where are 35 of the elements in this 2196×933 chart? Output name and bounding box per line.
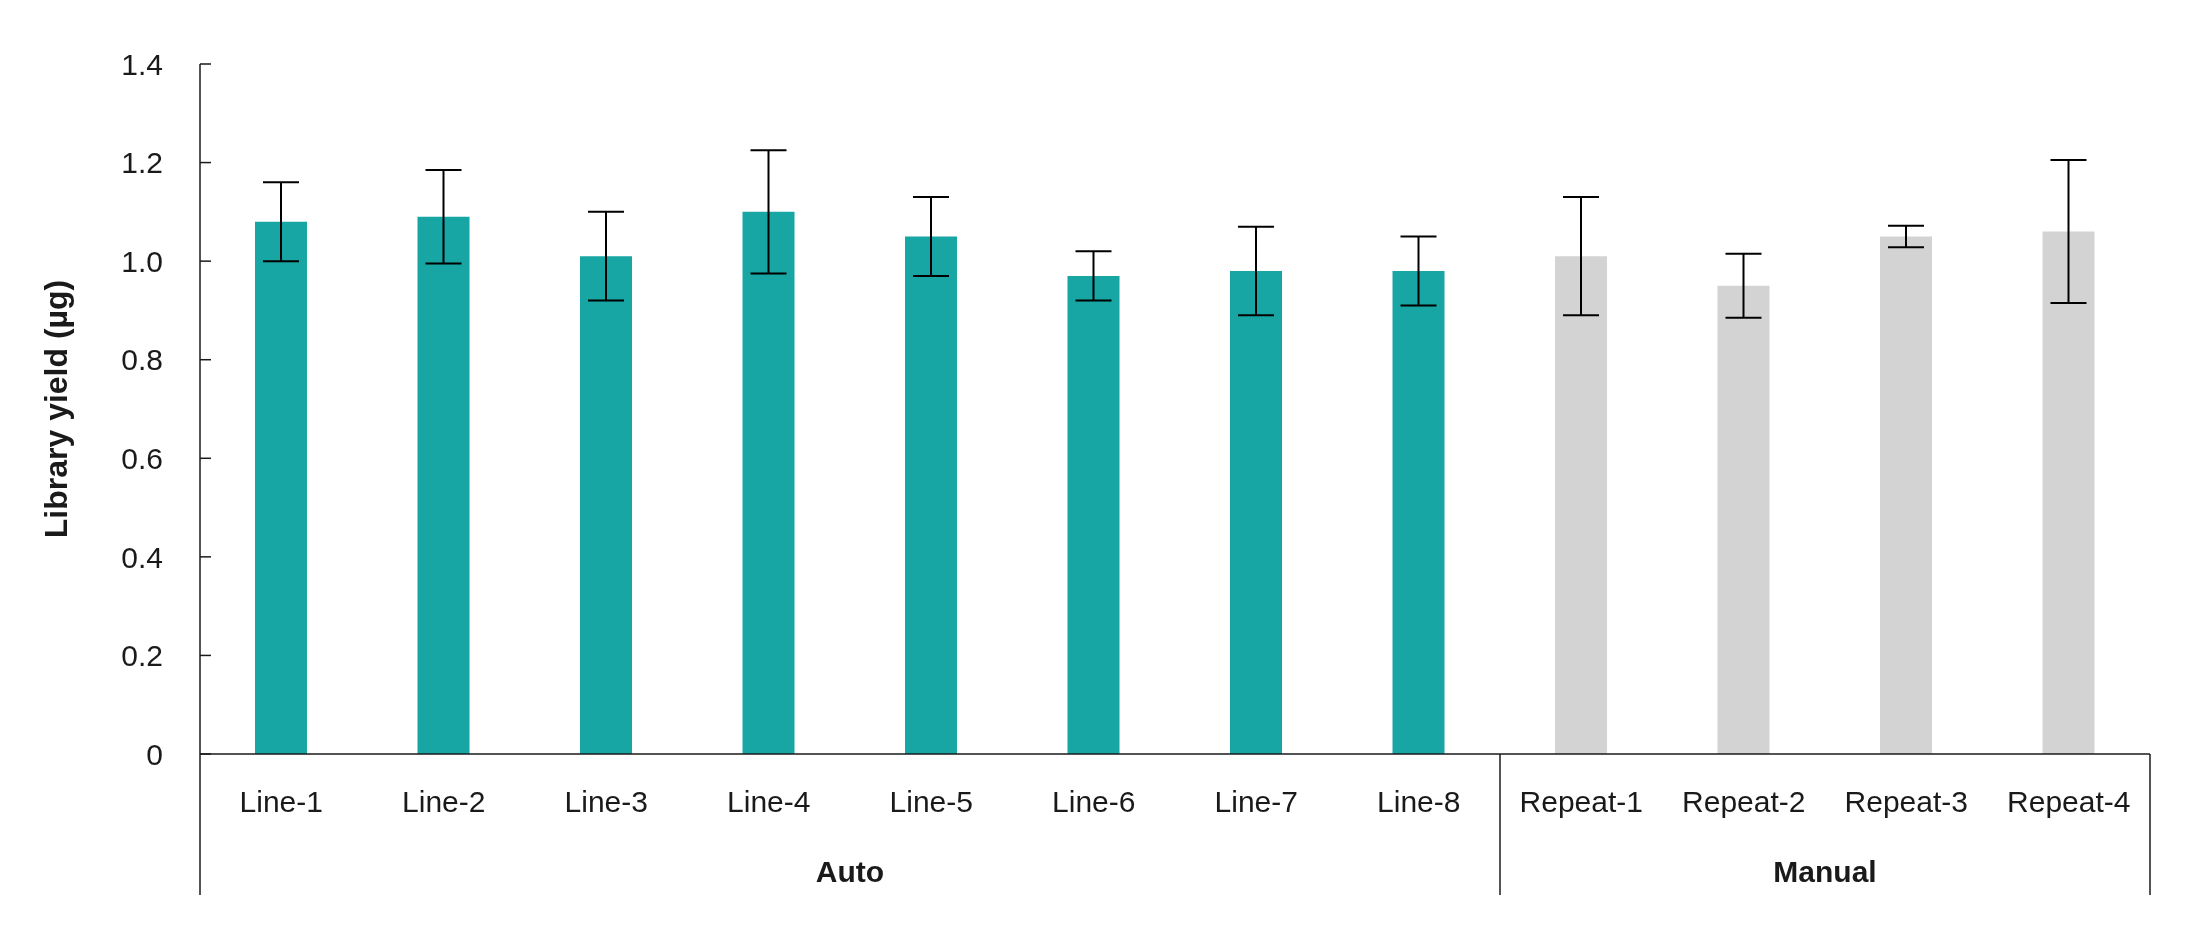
bar [905, 236, 957, 754]
y-tick-label: 1.4 [121, 47, 163, 81]
x-tick-label: Repeat-2 [1682, 785, 1806, 819]
bar [1717, 285, 1770, 754]
x-tick-label: Repeat-1 [1519, 785, 1643, 819]
text: Manual [1773, 854, 1877, 888]
y-tick-label: 0.8 [121, 343, 163, 377]
y-tick-label: 0.6 [121, 441, 163, 475]
y-tick-label: 1.0 [121, 244, 163, 278]
bar [1880, 236, 1932, 754]
x-tick-label: Line-1 [239, 785, 323, 819]
y-tick-label: 0 [146, 737, 163, 771]
bar [255, 221, 307, 754]
text: Auto [815, 854, 885, 888]
bar [1067, 275, 1120, 754]
y-axis-title: Library yield (µg) [38, 279, 74, 539]
x-tick-label: Line-4 [727, 785, 811, 819]
bar [417, 216, 470, 754]
bar [1230, 271, 1282, 754]
y-tick-label: 0.2 [121, 639, 163, 673]
bar [1555, 256, 1607, 754]
bar [742, 211, 795, 754]
x-tick-label: Line-6 [1052, 785, 1136, 819]
x-tick-label: Line-3 [564, 785, 648, 819]
x-tick-label: Line-5 [889, 785, 973, 819]
x-tick-label: Line-7 [1214, 785, 1298, 819]
x-tick-label: Repeat-3 [1844, 785, 1968, 819]
y-tick-label: 0.4 [121, 540, 163, 574]
y-tick-label: 1.2 [121, 146, 163, 180]
x-tick-label: Line-8 [1377, 785, 1461, 819]
bar [2042, 231, 2095, 754]
x-tick-label: Line-2 [402, 785, 486, 819]
bar [580, 256, 632, 754]
bar [1392, 271, 1445, 754]
x-tick-label: Repeat-4 [2007, 785, 2131, 819]
